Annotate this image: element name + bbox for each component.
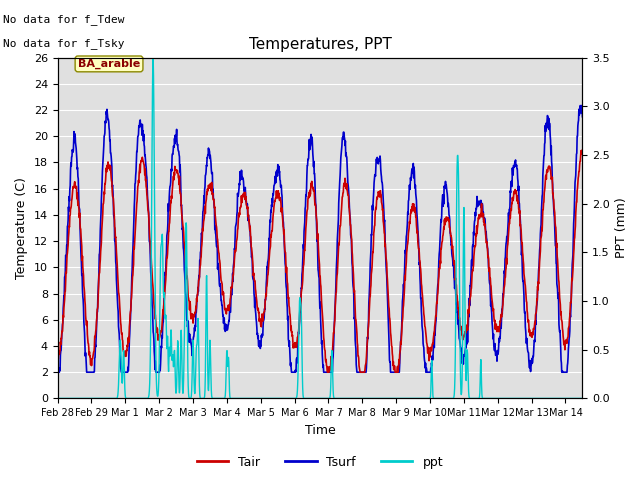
X-axis label: Time: Time (305, 424, 335, 437)
Y-axis label: PPT (mm): PPT (mm) (616, 198, 628, 258)
Text: No data for f_Tsky: No data for f_Tsky (3, 38, 125, 49)
Text: BA_arable: BA_arable (78, 59, 140, 69)
Text: No data for f_Tdew: No data for f_Tdew (3, 14, 125, 25)
Title: Temperatures, PPT: Temperatures, PPT (248, 37, 392, 52)
Y-axis label: Temperature (C): Temperature (C) (15, 177, 28, 279)
Legend: Tair, Tsurf, ppt: Tair, Tsurf, ppt (192, 451, 448, 474)
